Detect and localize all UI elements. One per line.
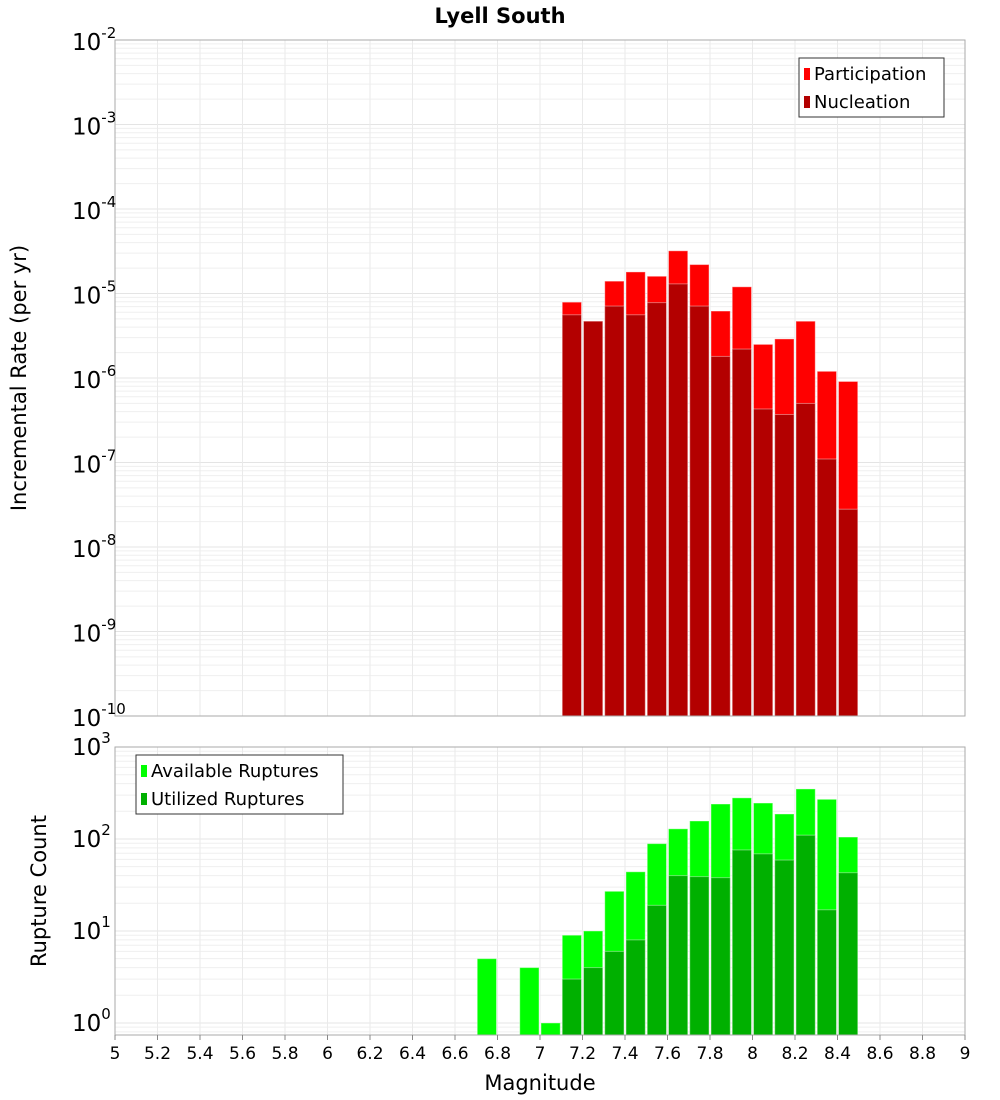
x-tick-label: 5.2 xyxy=(144,1044,171,1064)
bar-utilized-ruptures xyxy=(668,875,689,1036)
bar-available-ruptures xyxy=(476,958,497,1036)
legend-label: Nucleation xyxy=(814,92,910,113)
bar-nucleation xyxy=(710,355,731,717)
x-tick-label: 5.6 xyxy=(229,1044,256,1064)
bar-nucleation xyxy=(604,305,625,717)
bar-utilized-ruptures xyxy=(710,877,731,1036)
legend-swatch xyxy=(141,765,147,777)
y-tick-label: 10-10 xyxy=(72,700,126,732)
bar-utilized-ruptures xyxy=(561,978,582,1036)
x-tick-label: 9 xyxy=(960,1044,971,1064)
bar-nucleation xyxy=(774,413,795,717)
plot-frame xyxy=(114,39,966,717)
bar-available-ruptures xyxy=(519,967,540,1036)
x-tick-label: 8.2 xyxy=(781,1044,808,1064)
top-y-axis-label: Incremental Rate (per yr) xyxy=(7,245,31,511)
bar-utilized-ruptures xyxy=(583,967,604,1036)
chart-title: Lyell South xyxy=(434,4,565,28)
x-tick-label: 6.8 xyxy=(484,1044,511,1064)
y-tick-label: 100 xyxy=(72,1005,111,1037)
legend-box xyxy=(798,57,945,118)
bar-utilized-ruptures xyxy=(646,904,667,1036)
x-tick-label: 7 xyxy=(535,1044,546,1064)
x-axis-label: Magnitude xyxy=(484,1071,595,1095)
y-tick-label: 10-9 xyxy=(72,616,116,648)
bar-nucleation xyxy=(646,302,667,717)
legend-swatch xyxy=(141,793,147,805)
bar-nucleation xyxy=(838,508,859,717)
bar-nucleation xyxy=(625,314,646,717)
y-tick-label: 101 xyxy=(72,913,111,945)
y-tick-label: 10-2 xyxy=(72,24,116,56)
bar-available-ruptures xyxy=(540,1022,561,1036)
x-tick-label: 5 xyxy=(110,1044,121,1064)
x-tick-label: 6.6 xyxy=(441,1044,468,1064)
y-tick-label: 10-7 xyxy=(72,447,116,479)
legend-label: Available Ruptures xyxy=(151,761,319,782)
y-tick-label: 10-3 xyxy=(72,109,116,141)
bottom-y-axis-label: Rupture Count xyxy=(27,815,51,967)
x-tick-label: 5.4 xyxy=(186,1044,213,1064)
y-tick-label: 102 xyxy=(72,821,111,853)
y-tick-label: 10-8 xyxy=(72,531,116,563)
legend-label: Participation xyxy=(814,64,926,85)
bar-nucleation xyxy=(816,458,837,717)
bar-nucleation xyxy=(731,348,752,717)
x-tick-label: 6 xyxy=(322,1044,333,1064)
legend-swatch xyxy=(804,68,810,80)
legend-box xyxy=(135,754,344,815)
x-tick-label: 8.6 xyxy=(866,1044,893,1064)
bar-utilized-ruptures xyxy=(753,853,774,1036)
x-tick-label: 7.2 xyxy=(569,1044,596,1064)
legend-label: Utilized Ruptures xyxy=(151,789,304,810)
x-tick-label: 6.2 xyxy=(356,1044,383,1064)
bar-utilized-ruptures xyxy=(816,909,837,1036)
x-tick-label: 7.4 xyxy=(611,1044,638,1064)
x-tick-label: 7.8 xyxy=(696,1044,723,1064)
x-tick-label: 6.4 xyxy=(399,1044,426,1064)
bar-utilized-ruptures xyxy=(731,849,752,1036)
bar-utilized-ruptures xyxy=(604,950,625,1036)
bar-utilized-ruptures xyxy=(689,876,710,1036)
x-tick-label: 5.8 xyxy=(271,1044,298,1064)
legend-swatch xyxy=(804,96,810,108)
y-tick-label: 10-6 xyxy=(72,362,116,394)
bar-utilized-ruptures xyxy=(625,939,646,1036)
bar-nucleation xyxy=(753,408,774,717)
bar-nucleation xyxy=(795,402,816,717)
bar-utilized-ruptures xyxy=(838,872,859,1036)
x-tick-label: 8.8 xyxy=(909,1044,936,1064)
bar-nucleation xyxy=(583,320,604,717)
bar-utilized-ruptures xyxy=(774,859,795,1036)
bar-utilized-ruptures xyxy=(795,834,816,1036)
bar-nucleation xyxy=(561,314,582,717)
y-tick-label: 10-5 xyxy=(72,278,116,310)
y-tick-label: 103 xyxy=(72,729,111,761)
x-tick-label: 8 xyxy=(747,1044,758,1064)
x-tick-label: 8.4 xyxy=(824,1044,851,1064)
bar-nucleation xyxy=(668,283,689,717)
bar-nucleation xyxy=(689,305,710,717)
y-tick-label: 10-4 xyxy=(72,193,116,225)
x-tick-label: 7.6 xyxy=(654,1044,681,1064)
